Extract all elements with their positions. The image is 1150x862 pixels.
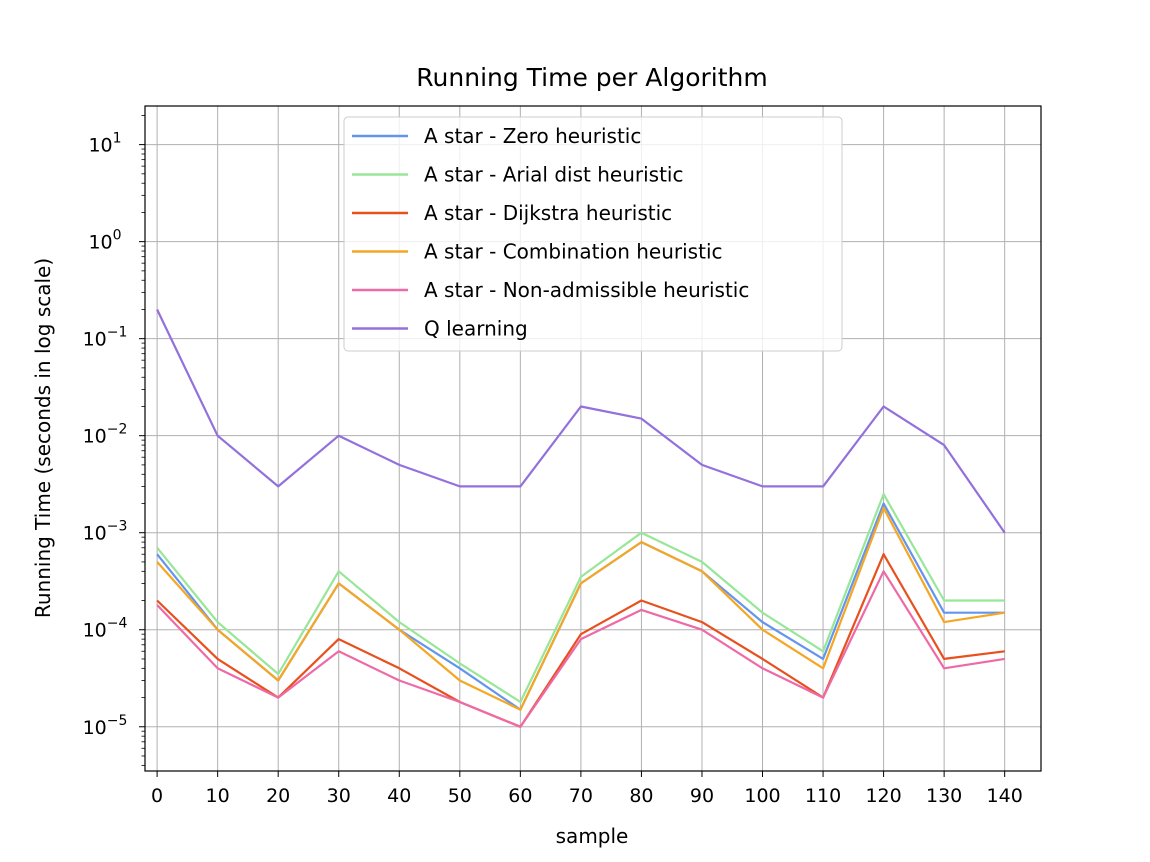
series-line-5 — [156, 309, 1006, 534]
y-tick-exponent: −4 — [107, 616, 128, 632]
legend-label: Q learning — [424, 317, 528, 341]
y-tick-exponent: −2 — [107, 422, 128, 438]
y-tick-label: 10−3 — [83, 519, 128, 545]
y-tick-exponent: −5 — [107, 713, 128, 729]
y-tick-base: 10 — [83, 717, 107, 739]
x-tick-label: 120 — [865, 785, 901, 807]
series-lines — [156, 309, 1006, 728]
y-tick-base: 10 — [83, 426, 107, 448]
series-line-2 — [156, 553, 1005, 728]
y-tick-exponent: 0 — [113, 228, 122, 244]
y-tick-label: 10−1 — [83, 325, 128, 351]
plot-frame — [144, 105, 1042, 772]
series-line-3 — [156, 506, 1005, 711]
y-tick-exponent: −3 — [107, 519, 128, 535]
x-tick-label: 80 — [629, 785, 653, 807]
x-tick-label: 0 — [151, 785, 163, 807]
chart-title: Running Time per Algorithm — [416, 63, 767, 92]
y-tick-label: 10−2 — [83, 422, 128, 448]
y-tick-base: 10 — [88, 135, 112, 157]
y-tick-base: 10 — [83, 523, 107, 545]
y-tick-label: 100 — [88, 228, 121, 254]
y-tick-label: 101 — [88, 131, 121, 157]
legend-label: A star - Non-admissible heuristic — [424, 278, 749, 302]
x-tick-label: 130 — [926, 785, 962, 807]
y-tick-base: 10 — [83, 329, 107, 351]
x-tick-label: 100 — [744, 785, 780, 807]
x-tick-label: 140 — [987, 785, 1023, 807]
x-tick-label: 30 — [327, 785, 351, 807]
y-tick-base: 10 — [83, 620, 107, 642]
legend-box — [343, 116, 843, 352]
x-tick-label: 110 — [805, 785, 841, 807]
legend-label: A star - Arial dist heuristic — [424, 163, 683, 187]
legend-label: A star - Combination heuristic — [424, 240, 723, 264]
legend-label: A star - Zero heuristic — [424, 124, 641, 148]
y-tick-label: 10−5 — [83, 713, 128, 739]
x-tick-label: 50 — [448, 785, 472, 807]
y-axis-label: Running Time (seconds in log scale) — [31, 258, 55, 618]
x-tick-label: 60 — [508, 785, 532, 807]
x-axis-label: sample — [556, 824, 629, 848]
y-tick-label: 10−4 — [83, 616, 128, 642]
x-tick-label: 10 — [206, 785, 230, 807]
series-line-1 — [156, 493, 1005, 704]
y-tick-exponent: 1 — [113, 131, 122, 147]
x-tick-label: 90 — [690, 785, 714, 807]
x-axis-ticks: 0 10 20 30 40 50 60 70 80 90 100 110 120 130 140 — [151, 771, 1023, 807]
legend-label: A star - Dijkstra heuristic — [424, 201, 672, 225]
y-tick-base: 10 — [88, 232, 112, 254]
x-tick-label: 40 — [387, 785, 411, 807]
x-tick-label: 70 — [569, 785, 593, 807]
y-tick-exponent: −1 — [107, 325, 128, 341]
x-tick-label: 20 — [266, 785, 290, 807]
series-line-4 — [156, 570, 1005, 728]
legend: A star - Zero heuristic A star - Arial di… — [343, 116, 843, 352]
